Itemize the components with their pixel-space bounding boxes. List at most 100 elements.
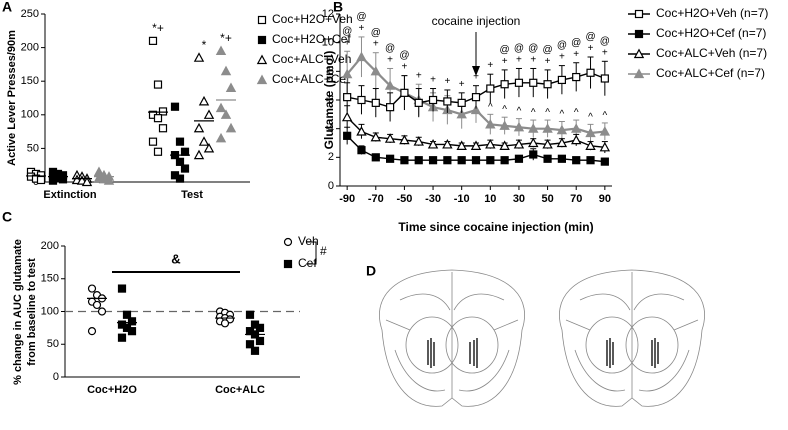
marker (153, 114, 163, 123)
significance-symbol: + (444, 76, 450, 87)
significance-symbol: ^ (531, 108, 536, 119)
marker (175, 174, 185, 183)
marker (220, 65, 232, 76)
marker (529, 150, 538, 159)
y-axis-title: Active Lever Presses/90m (6, 30, 18, 166)
marker (127, 327, 137, 336)
y-axis-title: % change in AUC glutamate (12, 239, 24, 385)
x-tick-label: 50 (541, 193, 553, 205)
marker (471, 93, 481, 102)
marker (225, 82, 237, 93)
marker (600, 74, 609, 83)
significance-symbol: ^ (488, 102, 493, 113)
significance-symbol: + (401, 62, 407, 73)
marker (198, 136, 210, 146)
y-tick-label: 0 (53, 371, 59, 383)
marker (542, 123, 553, 133)
legend-marker (634, 29, 644, 39)
marker (198, 95, 210, 106)
marker (220, 109, 232, 119)
marker (341, 68, 353, 79)
legend-label: Coc+H2O+Cef (272, 32, 351, 46)
marker (428, 156, 438, 165)
significance-symbol: ^ (545, 108, 550, 119)
marker (220, 319, 230, 328)
significance-symbol: @ (585, 32, 595, 43)
x-tick-label: -50 (396, 193, 412, 205)
marker (158, 124, 168, 133)
significance-symbol: @ (514, 43, 524, 54)
significance-symbol: @ (371, 27, 381, 38)
annotation: * (202, 38, 207, 52)
marker (514, 78, 524, 87)
marker (485, 138, 496, 149)
marker (117, 284, 127, 293)
legend-label: Veh (298, 234, 319, 248)
marker (255, 336, 265, 346)
marker (400, 156, 409, 165)
marker (457, 156, 466, 165)
marker (442, 138, 453, 149)
x-tick-label: -90 (339, 193, 355, 205)
marker (215, 45, 227, 56)
marker (245, 340, 255, 349)
y-axis-title: Glutamate (pmol) (322, 51, 336, 150)
marker (36, 175, 46, 185)
marker (343, 93, 352, 102)
marker (103, 175, 115, 185)
marker (87, 284, 97, 293)
marker (556, 137, 568, 148)
marker (470, 104, 482, 115)
legend-label: Coc+H2O+Veh (n=7) (656, 6, 768, 20)
x-tick-label: 10 (484, 193, 496, 205)
x-tick-label: 30 (513, 193, 525, 205)
marker (148, 36, 158, 45)
marker (225, 122, 237, 133)
y-tick-label: 100 (41, 305, 59, 317)
panel-label: C (2, 209, 12, 225)
marker (456, 140, 467, 150)
x-tick-label: Extinction (43, 189, 96, 201)
marker (599, 141, 611, 152)
marker (470, 140, 482, 150)
marker (428, 95, 438, 105)
legend-marker (283, 259, 293, 269)
significance-symbol: + (530, 55, 536, 66)
marker (513, 121, 525, 132)
significance-symbol: @ (385, 43, 395, 54)
marker (457, 98, 466, 107)
significance-symbol: + (502, 56, 508, 67)
marker (153, 80, 163, 89)
annotation: cocaine injection (432, 14, 521, 28)
significance-symbol: ^ (588, 112, 593, 123)
marker (153, 147, 163, 156)
y-tick-label: 150 (41, 273, 59, 285)
significance-symbol: + (588, 43, 594, 54)
legend-marker (257, 15, 267, 25)
marker (215, 132, 227, 143)
x-axis-title: Time since cocaine injection (min) (398, 220, 593, 234)
marker (48, 176, 58, 185)
significance-symbol: @ (600, 36, 610, 47)
marker (245, 310, 255, 319)
legend-label: Coc+ALC+Cef (n=7) (656, 66, 765, 80)
legend-label: Coc+ALC+Veh (272, 52, 351, 66)
annotation: & (171, 251, 180, 266)
marker (170, 102, 180, 111)
legend-marker (256, 54, 268, 65)
marker (543, 80, 552, 89)
x-tick-label: 90 (599, 193, 611, 205)
y-tick-label: 0 (328, 180, 334, 192)
significance-symbol: + (359, 23, 365, 34)
x-tick-label: -70 (368, 193, 384, 205)
marker (384, 133, 396, 143)
marker (399, 134, 410, 145)
bracket (306, 241, 317, 265)
marker (499, 120, 510, 130)
marker (542, 138, 553, 149)
significance-symbol: + (487, 60, 493, 71)
marker (443, 97, 452, 106)
marker (122, 310, 132, 319)
significance-symbol: + (430, 75, 436, 86)
